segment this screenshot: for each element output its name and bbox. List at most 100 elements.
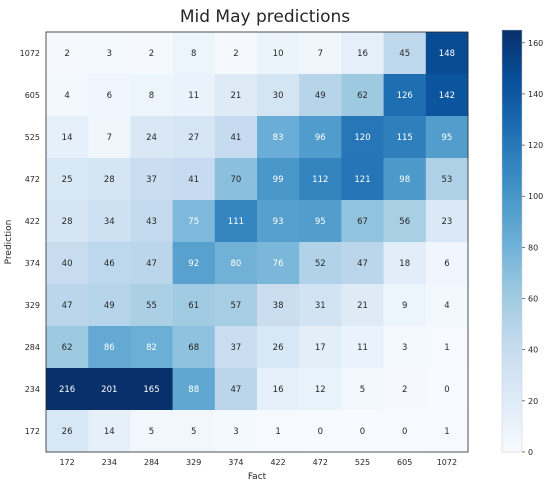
heatmap-cell [257, 326, 300, 369]
plot-frame [45, 31, 469, 453]
y-tick-label: 525 [25, 133, 40, 142]
y-tick-label: 172 [25, 427, 40, 436]
heatmap-cell-label: 25 [62, 175, 73, 185]
colorbar-tick-label: 100 [528, 192, 543, 201]
heatmap-cell [425, 158, 469, 201]
heatmap-cell [172, 242, 216, 285]
y-tick-label: 605 [25, 91, 40, 100]
heatmap-cell [88, 116, 131, 159]
colorbar-tick-label: 0 [528, 448, 533, 457]
heatmap-cell-label: 99 [273, 175, 284, 185]
heatmap-cell-label: 28 [104, 175, 115, 185]
heatmap-cell-label: 18 [399, 259, 410, 269]
heatmap-cell [383, 158, 427, 201]
heatmap-cell [425, 32, 469, 75]
heatmap-cell [341, 326, 384, 369]
heatmap-cell-label: 31 [315, 301, 326, 311]
x-tick-label: 525 [355, 458, 370, 467]
heatmap-cell-label: 201 [101, 385, 117, 395]
colorbar-tick-label: 120 [528, 141, 543, 150]
heatmap-cell [299, 32, 342, 75]
x-tick-label: 234 [102, 458, 117, 467]
heatmap-cell-label: 37 [230, 343, 241, 353]
heatmap-cell-label: 0 [318, 427, 323, 437]
heatmap-cell [383, 368, 427, 411]
heatmap-cell-label: 86 [104, 343, 115, 353]
heatmap-cell [46, 284, 89, 327]
heatmap-cell [299, 200, 342, 243]
heatmap-cell [130, 32, 173, 75]
heatmap-cell [214, 410, 258, 453]
heatmap-cell [299, 368, 342, 411]
heatmap-cell [46, 116, 89, 159]
heatmap-cell-label: 98 [399, 175, 410, 185]
heatmap-cell [46, 326, 89, 369]
heatmap-cell [425, 200, 469, 243]
heatmap-cell-label: 95 [441, 133, 452, 143]
heatmap-cell [130, 284, 173, 327]
heatmap-cell [425, 242, 469, 285]
heatmap-cell [341, 284, 384, 327]
heatmap-cell-label: 4 [64, 91, 69, 101]
heatmap-cell [257, 242, 300, 285]
heatmap-cell-label: 47 [62, 301, 73, 311]
heatmap-cell-label: 115 [397, 133, 413, 143]
heatmap-cell-label: 92 [188, 259, 199, 269]
heatmap-cell [425, 74, 469, 117]
heatmap-cell [425, 368, 469, 411]
heatmap-cell [172, 200, 216, 243]
heatmap-cell [383, 74, 427, 117]
colorbar-tick-label: 60 [528, 295, 538, 304]
heatmap-cell-label: 26 [62, 427, 73, 437]
heatmap-cell [257, 410, 300, 453]
heatmap-cell-label: 26 [273, 343, 284, 353]
heatmap-cell-label: 120 [354, 133, 370, 143]
heatmap-cell [299, 410, 342, 453]
heatmap-cell [130, 200, 173, 243]
heatmap-cell-label: 41 [230, 133, 241, 143]
heatmap-cell [341, 116, 384, 159]
heatmap-cell [46, 32, 89, 75]
heatmap-cell [341, 158, 384, 201]
heatmap-cell [172, 74, 216, 117]
heatmap-cell-label: 95 [315, 217, 326, 227]
heatmap-cell [130, 116, 173, 159]
heatmap-cell [299, 158, 342, 201]
heatmap-cell-label: 45 [399, 49, 410, 59]
heatmap-cell-label: 52 [315, 259, 326, 269]
heatmap-cell-label: 9 [402, 301, 407, 311]
heatmap-cell-label: 68 [188, 343, 199, 353]
heatmap-cell [341, 368, 384, 411]
heatmap-cell [88, 410, 131, 453]
heatmap-cell [88, 326, 131, 369]
x-tick-label: 284 [144, 458, 159, 467]
heatmap-cell-label: 43 [146, 217, 157, 227]
heatmap-cell-label: 7 [107, 133, 112, 143]
chart-title: Mid May predictions [180, 7, 350, 27]
colorbar-tick-label: 40 [528, 346, 538, 355]
heatmap-cell [425, 410, 469, 453]
x-tick-label: 472 [313, 458, 328, 467]
heatmap-cell-label: 82 [146, 343, 157, 353]
heatmap-cell-label: 24 [146, 133, 157, 143]
heatmap-cell-label: 53 [441, 175, 452, 185]
heatmap-cell [257, 74, 300, 117]
heatmap-cell [88, 158, 131, 201]
heatmap-cell-label: 16 [273, 385, 284, 395]
heatmap-cell-label: 14 [104, 427, 115, 437]
x-axis-label: Fact [248, 472, 267, 482]
heatmap-cell-label: 0 [360, 427, 365, 437]
x-tick-label: 172 [59, 458, 74, 467]
colorbar-tick-labels: 0 20 40 60 80 100 120 140 160 [522, 39, 543, 457]
heatmap-cell [341, 32, 384, 75]
heatmap-cell [299, 116, 342, 159]
y-tick-label: 472 [25, 175, 40, 184]
heatmap-cell-label: 1 [444, 343, 449, 353]
colorbar-tick-label: 20 [528, 397, 538, 406]
heatmap-cell-label: 27 [188, 133, 199, 143]
colorbar [501, 29, 523, 453]
colorbar-tick-label: 160 [528, 39, 543, 48]
heatmap-cell-label: 11 [188, 91, 199, 101]
y-tick-label: 284 [25, 343, 40, 352]
heatmap-cell-label: 148 [439, 49, 455, 59]
